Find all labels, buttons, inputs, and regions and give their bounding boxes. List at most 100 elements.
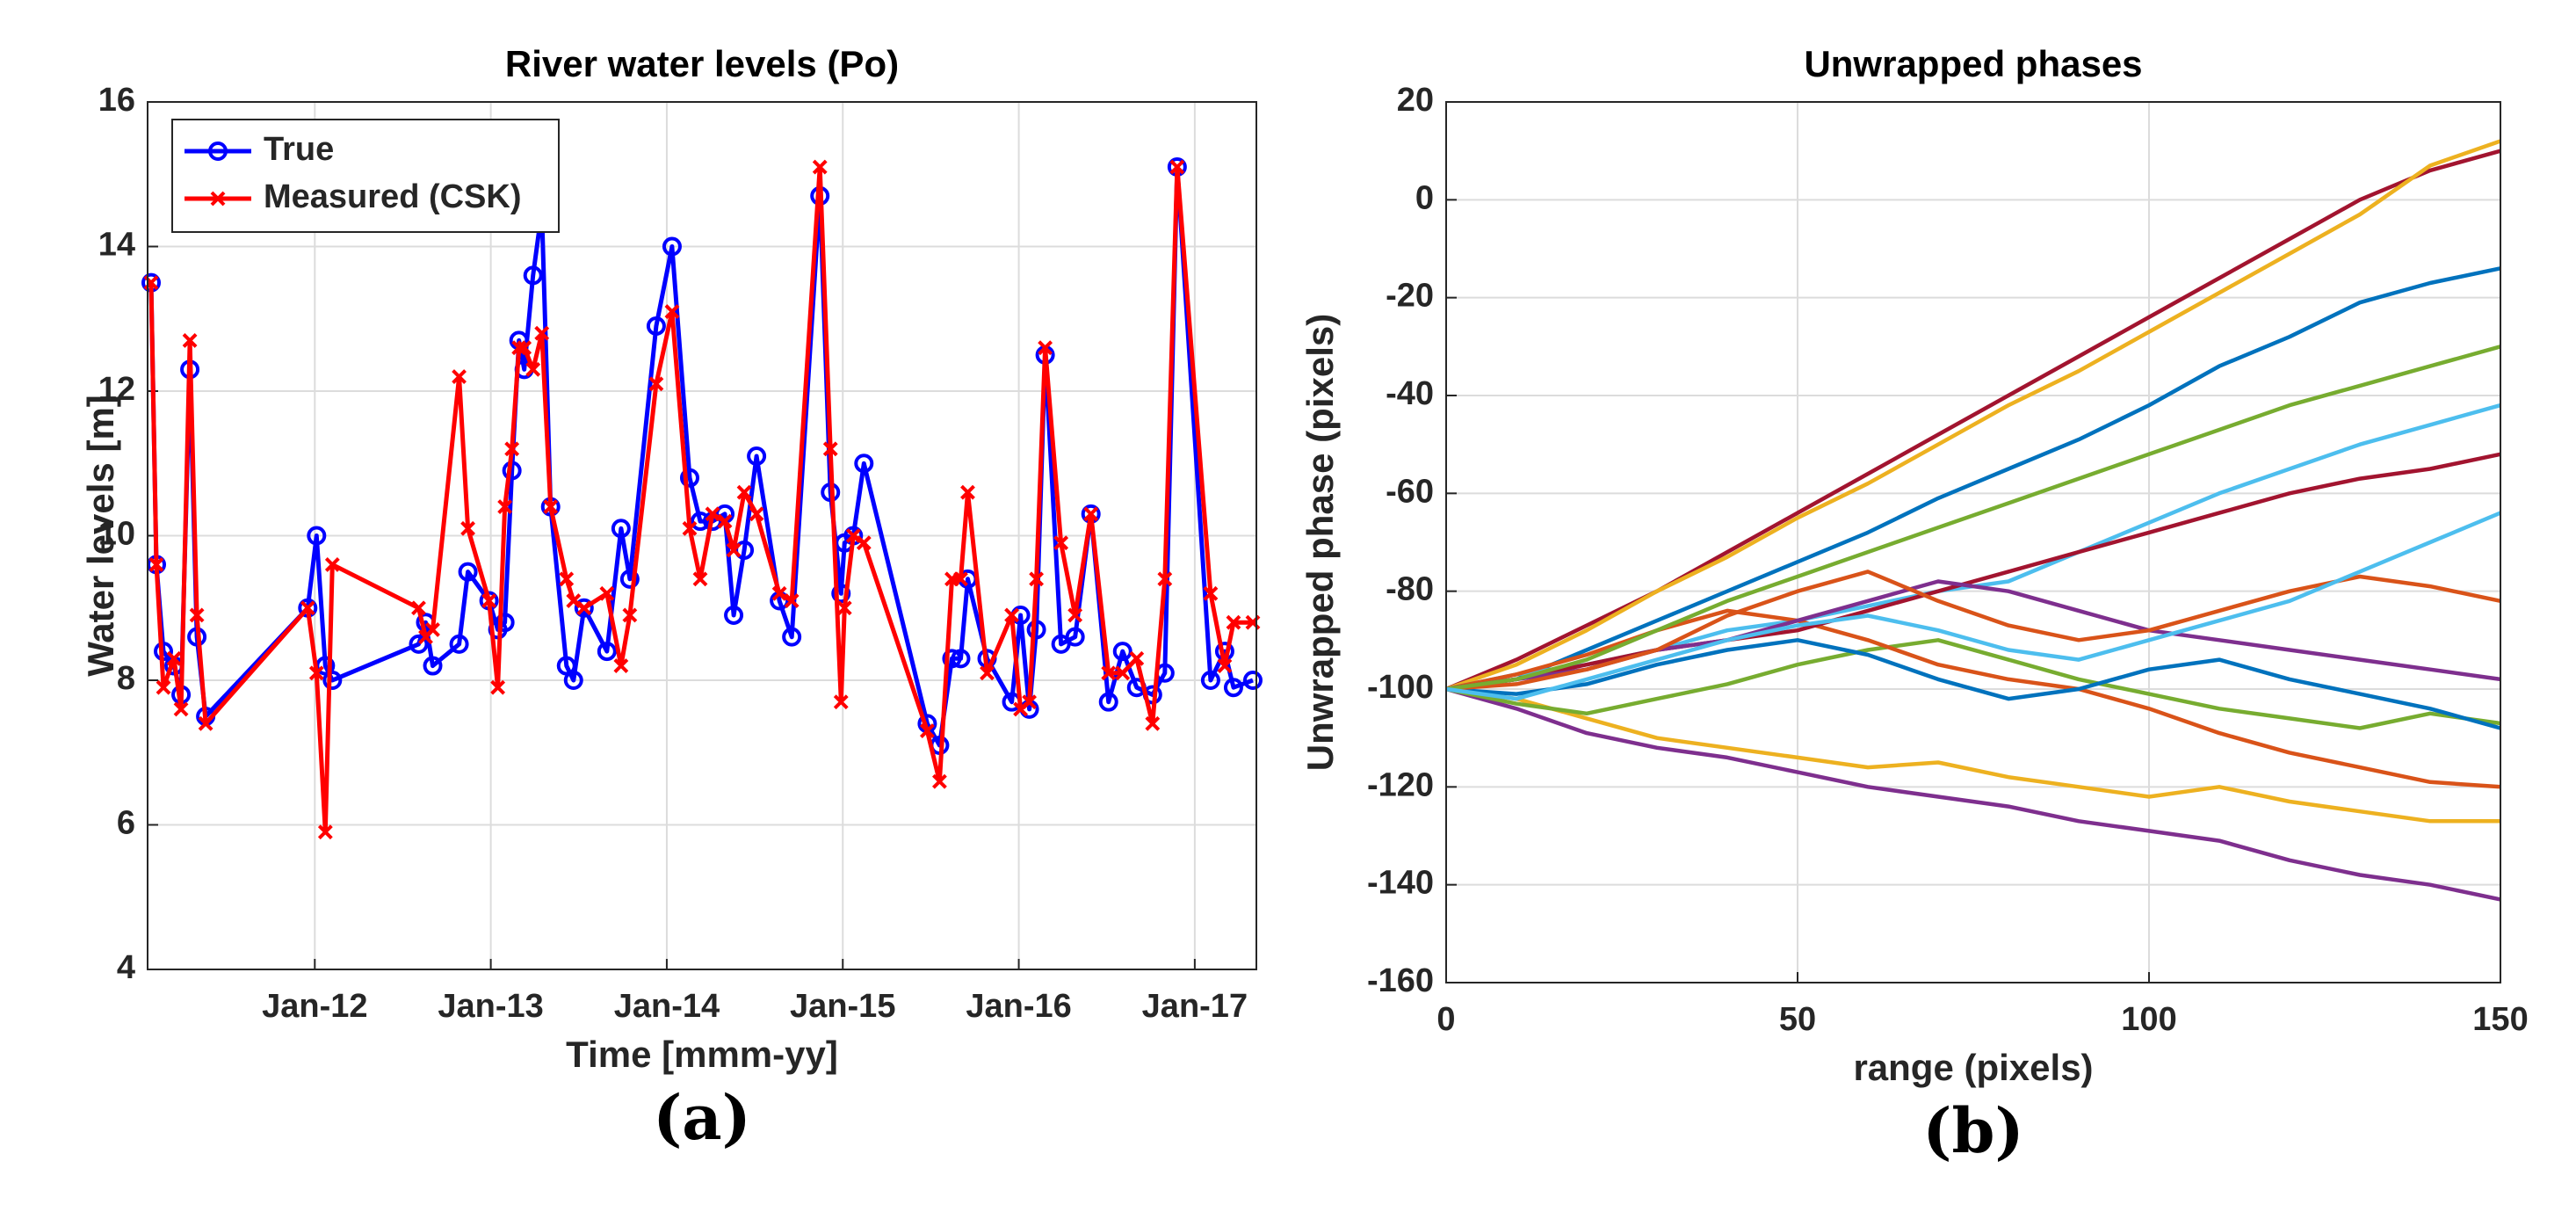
marker	[307, 526, 327, 546]
marker	[173, 701, 189, 717]
legend-label: Measured (CSK)	[264, 178, 522, 215]
marker	[543, 499, 559, 515]
marker	[324, 556, 340, 572]
x-tick-label: Jan-14	[614, 988, 720, 1025]
axes-box	[147, 101, 1257, 970]
marker	[490, 679, 506, 695]
marker	[1065, 627, 1085, 647]
legend-box	[171, 119, 560, 233]
y-tick-label: -80	[1386, 571, 1434, 608]
y-tick-label: -40	[1386, 375, 1434, 412]
marker	[166, 650, 182, 666]
y-tick-label: -140	[1367, 865, 1434, 902]
marker	[517, 340, 532, 356]
marker	[566, 593, 582, 608]
marker	[1169, 159, 1185, 175]
y-tick-label: -160	[1367, 962, 1434, 999]
marker	[784, 593, 800, 608]
marker	[833, 694, 849, 710]
x-tick-label: 50	[1779, 1001, 1816, 1038]
marker	[749, 506, 764, 522]
marker	[1026, 620, 1046, 640]
marker	[690, 512, 710, 532]
marker	[511, 340, 527, 356]
marker	[523, 265, 543, 286]
chart-title: Unwrapped phases	[1804, 43, 2142, 84]
y-tick-label: 10	[98, 516, 135, 553]
caption: (b)	[1922, 1094, 2023, 1167]
marker	[664, 304, 680, 319]
marker	[662, 236, 682, 257]
series-line	[1445, 345, 2501, 692]
plot-content	[1445, 139, 2501, 902]
marker	[705, 506, 720, 522]
series-line	[1445, 608, 2501, 789]
series-line	[1445, 266, 2501, 692]
series-line	[1445, 638, 2501, 730]
marker	[189, 607, 205, 623]
marker	[1067, 607, 1083, 623]
series-line	[1445, 452, 2501, 692]
marker	[1115, 665, 1131, 681]
marker	[574, 598, 594, 618]
marker	[932, 773, 947, 789]
x-tick-label: Jan-13	[438, 988, 543, 1025]
marker	[308, 665, 324, 681]
plot-area	[1446, 102, 2500, 983]
y-tick-label: 6	[117, 805, 135, 842]
chart-title: River water levels (Po)	[505, 43, 899, 84]
marker	[1004, 607, 1019, 623]
marker	[481, 593, 497, 608]
marker	[646, 316, 666, 336]
marker	[782, 627, 802, 647]
y-tick-label: 12	[98, 371, 135, 408]
marker	[425, 622, 440, 637]
x-tick-label: Jan-15	[790, 988, 895, 1025]
series-line	[1445, 638, 2501, 730]
marker	[1053, 535, 1069, 551]
marker	[919, 723, 935, 738]
x-tick-label: Jan-12	[262, 988, 367, 1025]
marker	[854, 454, 874, 474]
marker	[1217, 658, 1233, 673]
y-axis-label: Unwrapped phase (pixels)	[1299, 314, 1341, 771]
marker	[960, 484, 975, 500]
marker	[317, 824, 333, 840]
marker	[619, 569, 640, 589]
marker	[458, 562, 478, 582]
marker	[409, 634, 429, 654]
marker	[198, 715, 213, 731]
marker	[845, 528, 861, 543]
marker	[692, 571, 708, 587]
series-line	[1445, 511, 2501, 701]
legend-label: True	[264, 131, 334, 168]
marker	[724, 605, 744, 625]
x-axis-label: range (pixels)	[1853, 1047, 2093, 1088]
marker	[525, 361, 541, 377]
marker	[822, 441, 838, 457]
marker	[953, 571, 968, 587]
marker	[648, 376, 664, 392]
marker	[1157, 571, 1173, 587]
marker	[534, 325, 550, 341]
marker	[1226, 614, 1241, 630]
y-tick-label: 4	[117, 949, 135, 986]
marker	[452, 369, 467, 384]
marker	[771, 585, 787, 601]
y-axis-label: Water levels [m]	[80, 395, 121, 677]
marker	[622, 607, 638, 623]
marker	[563, 671, 583, 690]
marker	[322, 671, 343, 690]
y-tick-label: -120	[1367, 766, 1434, 803]
x-tick-label: 150	[2472, 1001, 2528, 1038]
marker	[1200, 671, 1220, 690]
marker	[411, 600, 426, 616]
marker	[576, 600, 592, 616]
marker	[1112, 642, 1132, 662]
marker	[423, 656, 443, 676]
x-tick-label: 0	[1436, 1001, 1455, 1038]
marker	[1038, 340, 1053, 356]
y-tick-label: 8	[117, 660, 135, 697]
marker	[1083, 506, 1099, 522]
